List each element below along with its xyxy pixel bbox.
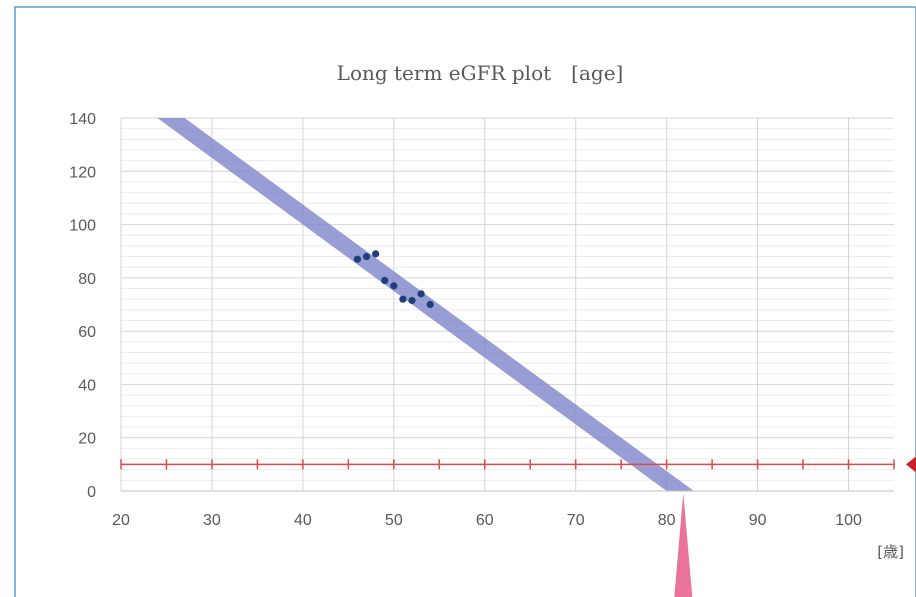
data-points [353,250,434,309]
data-point [408,296,416,305]
y-tick-label: 120 [69,164,96,181]
data-point [353,255,362,263]
data-point [362,252,371,261]
y-tick-label: 100 [69,218,96,235]
x-tick-label: 50 [385,512,403,529]
chart-title: Long term eGFR plot [age] [337,61,624,85]
y-tick-label: 40 [78,377,96,394]
trend-band-layer [157,118,694,491]
x-unit-label: [歳] [877,543,904,561]
x-tick-label: 100 [835,512,862,529]
annotation-markers [674,456,916,597]
callout-arrow [674,493,693,597]
trend-band [157,118,694,491]
x-tick-label: 40 [294,512,312,529]
y-tick-label: 60 [78,324,96,341]
y-tick-label: 140 [69,111,96,128]
data-point [399,295,407,303]
x-tick-label: 30 [203,512,221,529]
minor-gridlines [121,128,894,481]
edge-marker [906,456,916,473]
x-tick-label: 60 [476,512,494,529]
x-tick-label: 90 [749,512,767,529]
tick-labels: 0 20 40 60 80 100 120 140 20 30 40 50 60 70 80 90 100 [69,111,862,529]
y-tick-label: 80 [78,271,96,288]
data-point [426,300,434,309]
reference-line-layer [120,459,895,470]
data-point [372,250,380,258]
x-tick-label: 70 [567,512,585,529]
data-point [381,276,389,285]
x-tick-label: 80 [658,512,676,529]
data-point [390,282,398,290]
data-point [417,290,425,298]
chart-border [14,6,916,597]
y-tick-label: 0 [87,484,96,501]
x-tick-label: 20 [112,512,130,529]
y-tick-label: 20 [78,431,96,448]
